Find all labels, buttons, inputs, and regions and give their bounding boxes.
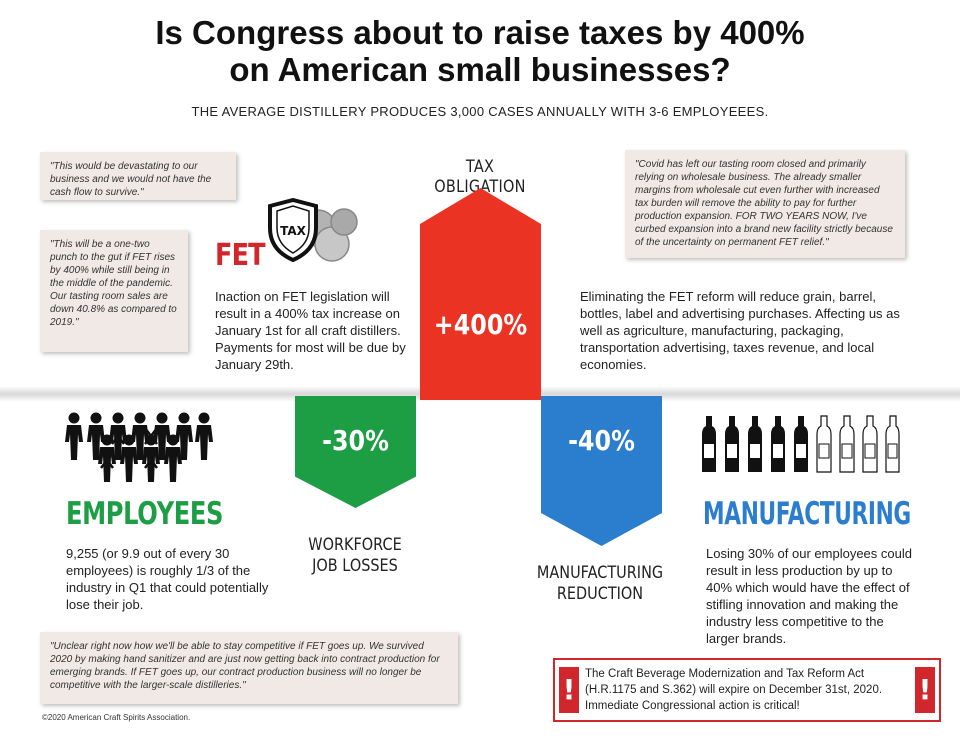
tax-obligation-value: +400%	[433, 308, 528, 341]
workforce-label-line-2: JOB LOSSES	[312, 556, 398, 576]
manufacturing-label-line-1: MANUFACTURING	[536, 563, 664, 583]
alert-text: The Craft Beverage Modernization and Tax…	[585, 668, 883, 712]
workforce-label: WORKFORCE JOB LOSSES	[291, 535, 419, 577]
workforce-label-line-1: WORKFORCE	[308, 535, 402, 555]
copyright-notice: ©2020 American Craft Spirits Association…	[42, 713, 191, 722]
exclamation-icon: !	[915, 667, 935, 713]
quote-hand-sanitizer: "Unclear right now how we'll be able to …	[40, 632, 458, 704]
workforce-value: -30%	[322, 424, 389, 457]
title-line-2: on American small businesses?	[229, 51, 731, 88]
fet-impact-description: Eliminating the FET reform will reduce g…	[580, 289, 900, 372]
quote-one-two-punch: "This will be a one-two punch to the gut…	[40, 230, 188, 352]
employees-heading: EMPLOYEES	[66, 496, 223, 532]
manufacturing-label-line-2: REDUCTION	[556, 584, 644, 604]
manufacturing-reduction-label: MANUFACTURING REDUCTION	[532, 563, 668, 605]
tax-obligation-label: TAX OBLIGATION	[434, 157, 526, 197]
manufacturing-arrow-down	[541, 396, 662, 546]
fet-heading: FET	[215, 238, 266, 273]
legislation-alert-box: ! The Craft Beverage Modernization and T…	[553, 658, 941, 722]
exclamation-icon: !	[559, 667, 579, 713]
people-icon	[65, 412, 213, 482]
employees-description: 9,255 (or 9.9 out of every 30 employees)…	[66, 546, 269, 612]
manufacturing-description: Losing 30% of our employees could result…	[706, 546, 912, 646]
page-title: Is Congress about to raise taxes by 400%…	[0, 14, 960, 88]
tax-shield-coins-icon: TAX	[268, 198, 358, 263]
tax-obligation-arrow-up	[420, 188, 541, 400]
quote-devastating: "This would be devastating to our busine…	[40, 152, 236, 200]
bottles-icon	[702, 415, 900, 473]
title-line-1: Is Congress about to raise taxes by 400%	[155, 14, 805, 51]
tax-icon-label: TAX	[280, 224, 307, 238]
fet-description: Inaction on FET legislation will result …	[215, 289, 406, 372]
quote-covid-tasting-room: "Covid has left our tasting room closed …	[625, 150, 905, 258]
manufacturing-heading: MANUFACTURING	[703, 496, 911, 532]
page-subtitle: THE AVERAGE DISTILLERY PRODUCES 3,000 CA…	[191, 104, 769, 119]
manufacturing-value: -40%	[568, 424, 635, 457]
